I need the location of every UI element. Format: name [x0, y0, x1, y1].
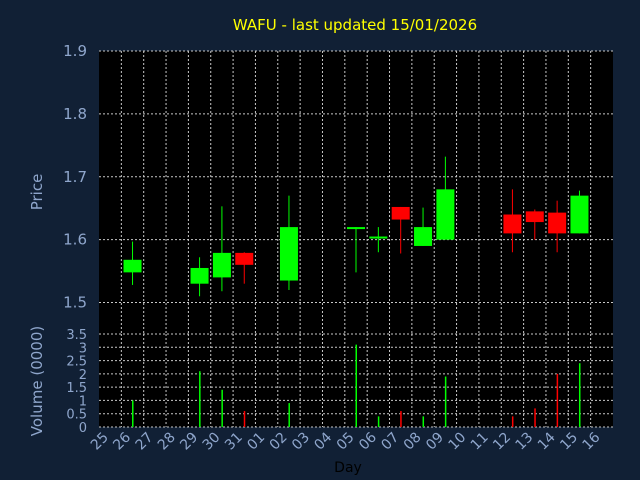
- volume-bar: [578, 363, 581, 427]
- volume-bar: [400, 411, 402, 427]
- chart-title: WAFU - last updated 15/01/2026: [233, 16, 477, 34]
- price-y-tick-label: 1.7: [63, 168, 87, 186]
- x-tick-label: 26: [110, 429, 134, 453]
- x-tick-label: 12: [490, 430, 514, 454]
- volume-bar: [511, 416, 514, 427]
- x-tick-label: 30: [200, 430, 224, 454]
- candle-body: [212, 252, 231, 278]
- volume-y-tick-label: 0.5: [66, 408, 87, 423]
- volume-bar: [556, 373, 559, 427]
- x-tick-label: 04: [311, 429, 335, 453]
- volume-y-tick-label: 3.5: [66, 328, 87, 343]
- candle-body: [436, 189, 455, 240]
- volume-y-tick-label: 1.5: [66, 381, 87, 396]
- x-tick-label: 06: [356, 429, 380, 453]
- volume-y-ticks: 00.511.522.533.5: [66, 328, 87, 436]
- x-tick-label: 07: [378, 430, 402, 454]
- candle-body: [347, 227, 365, 230]
- candle-body: [235, 252, 254, 265]
- volume-bar: [243, 411, 246, 427]
- x-tick-label: 31: [222, 430, 246, 454]
- candle-body: [369, 236, 388, 239]
- candle-body: [548, 212, 567, 234]
- volume-bar: [444, 376, 447, 427]
- x-tick-label: 16: [580, 429, 604, 453]
- candle-body: [190, 267, 209, 284]
- x-tick-label: 13: [513, 430, 537, 454]
- x-tick-label: 08: [401, 430, 425, 454]
- volume-axis-label: Volume (0000): [28, 326, 46, 436]
- x-tick-label: 01: [244, 430, 268, 454]
- candle-body: [123, 259, 142, 273]
- volume-bars: [132, 344, 581, 427]
- volume-bar: [355, 344, 357, 427]
- price-grid: [99, 50, 613, 334]
- volume-y-tick-label: 3: [79, 341, 87, 356]
- x-ticks: 2526272829303101020304050607080910111213…: [88, 429, 604, 453]
- x-tick-label: 25: [88, 430, 112, 454]
- volume-y-tick-label: 2.5: [66, 355, 87, 370]
- candle-body: [279, 227, 298, 281]
- volume-y-tick-label: 2: [79, 368, 87, 383]
- volume-bar: [288, 403, 290, 427]
- price-y-tick-label: 1.9: [63, 42, 87, 60]
- candle-body: [570, 195, 589, 234]
- x-tick-label: 29: [177, 430, 201, 454]
- price-plot-area: [99, 51, 613, 334]
- x-tick-label: 09: [423, 430, 447, 454]
- volume-y-tick-label: 0: [79, 421, 87, 436]
- candle-body: [503, 214, 522, 234]
- x-axis-label: Day: [334, 460, 362, 476]
- volume-bar: [199, 371, 201, 427]
- price-y-tick-label: 1.8: [63, 105, 87, 123]
- volume-bar: [422, 416, 425, 427]
- volume-y-tick-label: 1: [79, 394, 87, 409]
- x-tick-label: 27: [133, 430, 157, 454]
- price-y-tick-label: 1.6: [63, 231, 87, 249]
- candles: [123, 156, 589, 297]
- volume-bar: [534, 408, 536, 427]
- x-tick-label: 14: [535, 429, 559, 453]
- volume-bar: [377, 416, 380, 427]
- x-tick-label: 15: [557, 430, 581, 454]
- x-tick-label: 28: [155, 430, 179, 454]
- x-tick-label: 11: [468, 430, 492, 454]
- price-y-tick-label: 1.5: [63, 294, 87, 312]
- volume-bar: [132, 400, 134, 427]
- candle-body: [414, 227, 433, 246]
- volume-bar: [221, 389, 223, 427]
- x-tick-label: 10: [445, 430, 469, 454]
- x-tick-label: 05: [334, 430, 358, 454]
- x-tick-label: 02: [267, 430, 291, 454]
- price-axis-label: Price: [28, 174, 46, 211]
- x-tick-label: 03: [289, 430, 313, 454]
- price-y-ticks: 1.5 1.6 1.7 1.8 1.9: [63, 42, 87, 312]
- candle-body: [525, 211, 544, 223]
- candle-body: [391, 206, 410, 220]
